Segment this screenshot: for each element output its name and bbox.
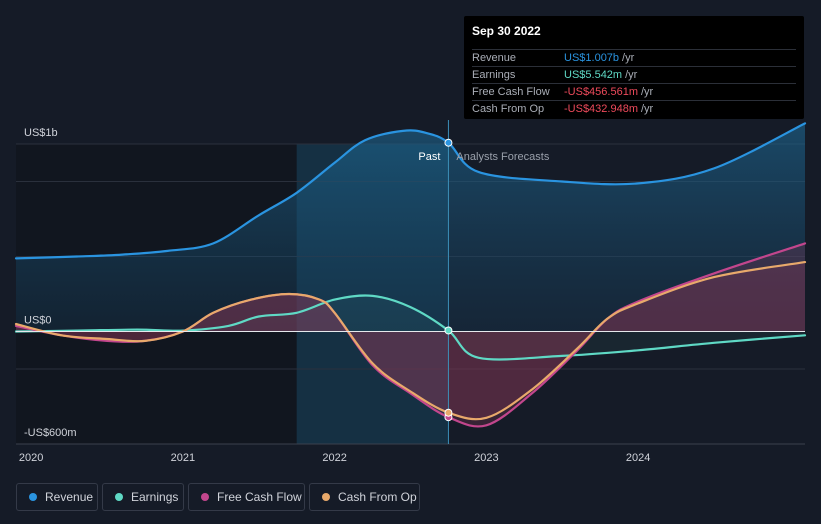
tooltip-label: Earnings [472, 69, 516, 81]
tooltip-value: -US$432.948m [564, 103, 638, 115]
series-line-cash-from-op [14, 261, 807, 421]
legend-label: Free Cash Flow [217, 490, 302, 504]
legend-dot-icon [322, 493, 330, 501]
legend-label: Revenue [45, 490, 94, 504]
tooltip-row-earnings: Earnings US$5.542m/yr [472, 66, 796, 84]
tooltip-label: Free Cash Flow [472, 86, 550, 98]
series-area-cash-from-op [16, 262, 805, 420]
past-label: Past [418, 151, 440, 163]
y-tick-label: -US$600m [24, 427, 77, 439]
series-line-earnings [14, 294, 807, 361]
series-area-free-cash-flow [16, 243, 805, 427]
legend-item-revenue[interactable]: Revenue [16, 483, 98, 511]
legend-dot-icon [201, 493, 209, 501]
legend-label: Cash From Op [338, 490, 417, 504]
tooltip-panel: Sep 30 2022 Revenue US$1.007b/yr Earning… [464, 16, 804, 119]
tooltip-label: Revenue [472, 52, 517, 64]
x-tick-label: 2022 [322, 452, 346, 464]
series-marker [444, 326, 453, 335]
tooltip-row-revenue: Revenue US$1.007b/yr [472, 49, 796, 67]
forecast-label: Analysts Forecasts [456, 151, 549, 163]
tooltip-row-free-cash-flow: Free Cash Flow -US$456.561m/yr [472, 83, 796, 101]
tooltip-value: -US$456.561m [564, 86, 638, 98]
tooltip-unit: /yr [622, 52, 635, 64]
tooltip-date: Sep 30 2022 [472, 24, 541, 38]
legend-label: Earnings [131, 490, 179, 504]
legend-item-cash-from-op[interactable]: Cash From Op [309, 483, 420, 511]
legend-dot-icon [115, 493, 123, 501]
series-line-revenue [14, 122, 807, 260]
y-tick-label: US$1b [24, 127, 58, 139]
x-tick-label: 2024 [626, 452, 650, 464]
tooltip-unit: /yr [641, 86, 654, 98]
series-area-revenue [16, 123, 805, 332]
tooltip-value: US$1.007b [564, 52, 620, 64]
x-tick-label: 2020 [19, 452, 43, 464]
series-marker [444, 408, 453, 417]
tooltip-label: Cash From Op [472, 103, 545, 115]
y-tick-label: US$0 [24, 315, 52, 327]
series-marker [444, 138, 453, 147]
x-tick-label: 2023 [474, 452, 498, 464]
legend-item-earnings[interactable]: Earnings [102, 483, 184, 511]
legend-dot-icon [29, 493, 37, 501]
tooltip-value: US$5.542m [564, 69, 623, 81]
tooltip-row-cash-from-op: Cash From Op -US$432.948m/yr [472, 100, 796, 118]
tooltip-unit: /yr [641, 103, 654, 115]
tooltip-unit: /yr [625, 69, 638, 81]
legend-item-free-cash-flow[interactable]: Free Cash Flow [188, 483, 305, 511]
x-tick-label: 2021 [171, 452, 195, 464]
series-area-earnings [16, 295, 805, 360]
